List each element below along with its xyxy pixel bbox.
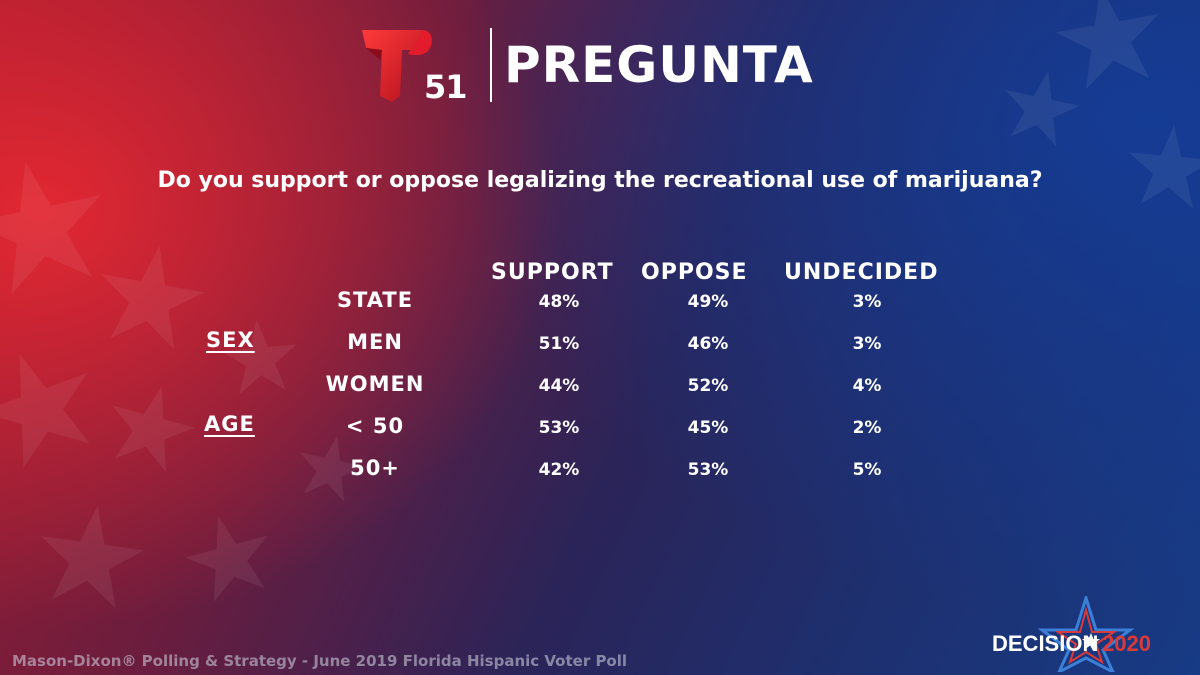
- cell-50-plus-undecided: 5%: [852, 460, 882, 480]
- cell-state-oppose: 49%: [687, 292, 729, 312]
- poll-question: Do you support or oppose legalizing the …: [157, 168, 1043, 193]
- cell-under-50-support: 53%: [538, 418, 580, 438]
- telemundo-logo: [362, 30, 432, 102]
- row-label-50-plus: 50+: [350, 456, 400, 480]
- page-title: PREGUNTA: [504, 36, 814, 94]
- cell-men-oppose: 46%: [687, 334, 729, 354]
- row-label-under-50: < 50: [345, 414, 405, 438]
- cell-50-plus-oppose: 53%: [687, 460, 729, 480]
- group-label-sex: SEX: [206, 328, 255, 352]
- column-header-support: SUPPORT: [491, 260, 614, 285]
- cell-men-undecided: 3%: [852, 334, 882, 354]
- cell-under-50-undecided: 2%: [852, 418, 882, 438]
- star-outline-icon: [1037, 596, 1135, 672]
- decision-year: 2020: [1102, 631, 1151, 656]
- decision-word: DECISION: [992, 631, 1098, 656]
- channel-number: 51: [424, 68, 468, 106]
- cell-under-50-oppose: 45%: [687, 418, 729, 438]
- row-label-state: STATE: [336, 288, 414, 312]
- small-star-icon: [1082, 633, 1100, 649]
- cell-women-support: 44%: [538, 376, 580, 396]
- column-header-undecided: UNDECIDED: [784, 260, 939, 285]
- star-outline-inner-icon: [1054, 606, 1118, 665]
- decision-2020-badge: DECISION 2020: [992, 596, 1151, 672]
- cell-state-undecided: 3%: [852, 292, 882, 312]
- row-label-women: WOMEN: [325, 372, 425, 396]
- cell-women-undecided: 4%: [852, 376, 882, 396]
- header: 51 PREGUNTA: [356, 26, 836, 106]
- cell-men-support: 51%: [538, 334, 580, 354]
- column-header-oppose: OPPOSE: [641, 260, 748, 285]
- group-label-age: AGE: [204, 412, 255, 436]
- source-footnote: Mason-Dixon® Polling & Strategy - June 2…: [12, 652, 628, 670]
- header-divider: [490, 28, 492, 102]
- cell-women-oppose: 52%: [687, 376, 729, 396]
- cell-50-plus-support: 42%: [538, 460, 580, 480]
- row-label-men: MEN: [347, 330, 403, 354]
- cell-state-support: 48%: [538, 292, 580, 312]
